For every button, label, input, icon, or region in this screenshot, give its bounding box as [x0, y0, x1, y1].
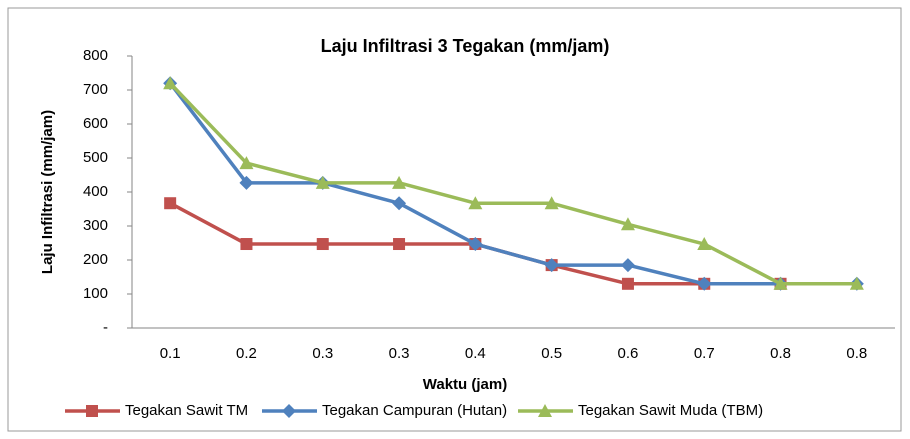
marker — [240, 238, 253, 251]
marker — [697, 276, 712, 291]
marker — [468, 237, 483, 252]
marker — [620, 217, 635, 231]
series-line — [168, 82, 857, 286]
legend-label: Tegakan Campuran (Hutan) — [322, 402, 507, 419]
marker — [697, 237, 712, 251]
x-axis-label: Waktu (jam) — [423, 376, 507, 393]
marker — [393, 238, 406, 251]
marker — [544, 196, 559, 210]
y-tick-label: 400 — [83, 183, 108, 200]
x-tick-label: 0.7 — [694, 345, 715, 362]
legend-label: Tegakan Sawit TM — [125, 402, 248, 419]
x-tick-label: 0.2 — [236, 345, 257, 362]
y-tick-label: 300 — [83, 217, 108, 234]
marker — [544, 258, 559, 273]
x-tick-label: 0.3 — [312, 345, 333, 362]
y-tick-label: 500 — [83, 149, 108, 166]
marker — [315, 175, 330, 189]
marker — [392, 196, 407, 211]
series-line — [168, 81, 857, 286]
marker — [282, 404, 296, 418]
marker — [621, 277, 634, 290]
marker — [316, 238, 329, 251]
y-tick-label: 100 — [83, 285, 108, 302]
marker — [468, 196, 483, 210]
x-tick-label: 0.8 — [770, 345, 791, 362]
x-tick-label: 0.6 — [618, 345, 639, 362]
marker — [849, 276, 864, 290]
marker — [239, 175, 254, 190]
chart-frame — [7, 7, 902, 432]
y-axis-label: Laju Infiltrasi (mm/jam) — [39, 110, 56, 274]
y-tick-label: 800 — [83, 47, 108, 64]
x-tick-label: 0.1 — [160, 345, 181, 362]
marker — [773, 276, 788, 290]
marker — [239, 156, 254, 170]
y-tick-label: 200 — [83, 251, 108, 268]
y-tick-label: 600 — [83, 115, 108, 132]
marker — [392, 175, 407, 189]
marker — [164, 197, 177, 210]
x-tick-label: 0.5 — [541, 345, 562, 362]
marker — [163, 76, 178, 90]
y-tick-label: 700 — [83, 81, 108, 98]
legend-label: Tegakan Sawit Muda (TBM) — [578, 402, 763, 419]
marker — [620, 258, 635, 273]
y-tick-label: - — [103, 319, 108, 336]
marker — [86, 405, 98, 417]
marker — [538, 404, 552, 417]
x-tick-label: 0.8 — [846, 345, 867, 362]
x-tick-label: 0.4 — [465, 345, 486, 362]
x-tick-label: 0.3 — [389, 345, 410, 362]
chart-title: Laju Infiltrasi 3 Tegakan (mm/jam) — [321, 36, 610, 56]
